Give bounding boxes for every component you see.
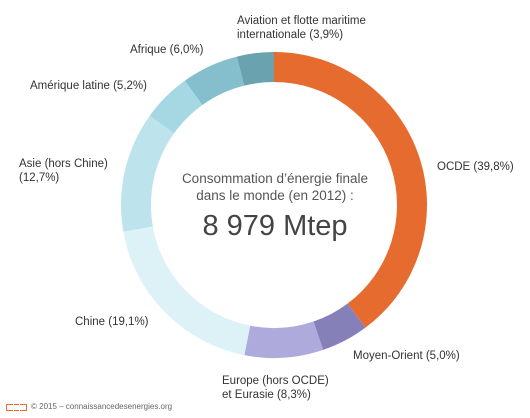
slice-amerique-latine xyxy=(149,80,203,134)
copyright-text: © 2015 – connaissancedesenergies.org xyxy=(31,402,173,411)
chart-title-line-2: dans le monde (en 2012) : xyxy=(196,188,354,203)
slice-chine xyxy=(123,226,251,356)
slice-label-asie: Asie (hors Chine) (12,7%) xyxy=(19,158,108,184)
chart-title: Consommation d’énergie finale dans le mo… xyxy=(160,170,390,204)
footer: © 2015 – connaissancedesenergies.org xyxy=(6,402,172,412)
slice-label-europe-eurasie: Europe (hors OCDE) et Eurasie (8,3%) xyxy=(222,375,329,401)
logo-icon xyxy=(6,403,27,411)
slice-label-ocde: OCDE (39,8%) xyxy=(437,161,514,173)
slice-ocde xyxy=(274,52,428,328)
total-value: 8 979 Mtep xyxy=(202,210,348,242)
slice-label-afrique: Afrique (6,0%) xyxy=(130,44,204,56)
slice-label-amerique-latine: Amérique latine (5,2%) xyxy=(30,80,147,92)
slice-label-chine: Chine (19,1%) xyxy=(75,316,149,328)
slice-moyen-orient xyxy=(313,303,366,350)
chart-title-line-1: Consommation d’énergie finale xyxy=(181,171,369,186)
slice-label-moyen-orient: Moyen-Orient (5,0%) xyxy=(353,350,460,362)
slice-europe-eurasie xyxy=(244,321,324,358)
slice-afrique xyxy=(184,56,245,106)
slice-label-aviation-maritime: Aviation et flotte maritime internationa… xyxy=(237,15,366,41)
slice-aviation-maritime xyxy=(236,52,274,86)
slice-asie xyxy=(121,115,175,232)
